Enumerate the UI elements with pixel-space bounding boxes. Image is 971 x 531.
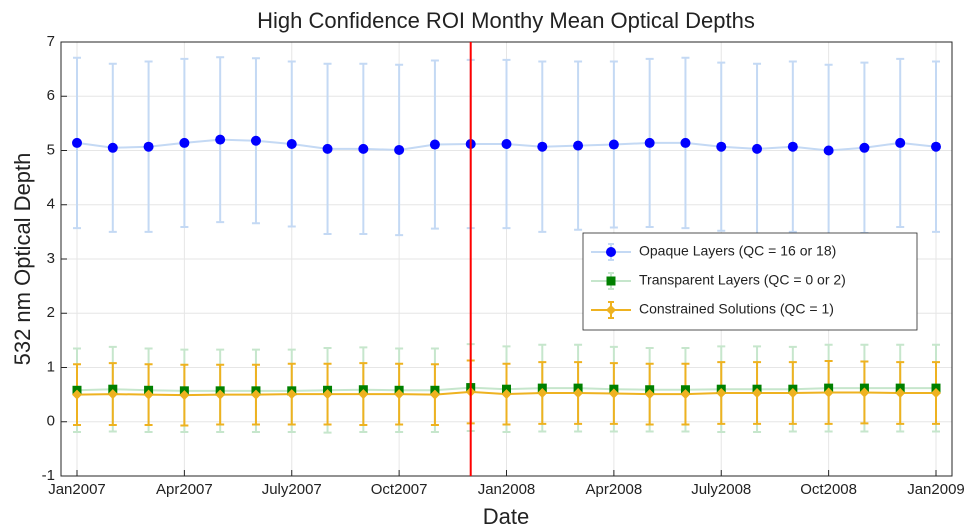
marker xyxy=(215,134,226,145)
marker xyxy=(537,141,548,152)
marker xyxy=(107,142,118,153)
marker xyxy=(429,389,440,400)
marker xyxy=(72,389,82,400)
marker xyxy=(680,137,691,148)
marker xyxy=(608,388,619,399)
x-tick-label: Apr2008 xyxy=(586,481,643,498)
marker xyxy=(286,138,297,149)
y-tick-label: 5 xyxy=(47,141,55,158)
marker xyxy=(179,390,190,401)
marker xyxy=(429,139,440,150)
marker xyxy=(286,389,297,400)
x-axis-label: Date xyxy=(483,504,529,529)
marker xyxy=(143,389,154,400)
plot-frame xyxy=(60,41,953,477)
legend-box xyxy=(582,232,918,331)
x-tick-label: Oct2007 xyxy=(371,481,428,498)
marker xyxy=(823,145,834,156)
marker xyxy=(716,387,727,398)
marker xyxy=(573,140,584,151)
y-tick-label: 2 xyxy=(47,304,55,321)
marker xyxy=(680,389,691,400)
x-tick-label: July2008 xyxy=(691,481,751,498)
y-tick-label: 7 xyxy=(47,33,55,50)
legend-marker xyxy=(606,247,616,257)
legend-marker xyxy=(606,276,616,286)
legend-label: Constrained Solutions (QC = 1) xyxy=(639,301,834,317)
marker xyxy=(644,137,655,148)
marker xyxy=(895,137,906,148)
y-tick-label: 1 xyxy=(47,358,55,375)
y-tick-label: 4 xyxy=(47,196,55,213)
legend-label: Opaque Layers (QC = 16 or 18) xyxy=(639,243,836,259)
x-tick-label: Jan2007 xyxy=(48,481,106,498)
marker xyxy=(895,387,906,398)
y-tick-label: -1 xyxy=(42,467,55,484)
marker xyxy=(859,387,870,398)
marker xyxy=(143,141,154,152)
marker xyxy=(859,142,870,153)
marker xyxy=(823,387,834,398)
x-tick-label: Apr2007 xyxy=(156,481,213,498)
marker xyxy=(787,141,798,152)
x-tick-label: Jan2008 xyxy=(478,481,536,498)
marker xyxy=(608,139,619,150)
x-tick-label: July2007 xyxy=(262,481,322,498)
marker xyxy=(501,389,512,400)
marker xyxy=(573,387,584,398)
marker xyxy=(752,387,763,398)
marker xyxy=(787,387,798,398)
marker xyxy=(72,137,82,148)
x-tick-label: Oct2008 xyxy=(800,481,857,498)
marker xyxy=(358,143,369,154)
x-tick-label: Jan2009 xyxy=(907,481,965,498)
y-tick-label: 6 xyxy=(47,87,55,104)
marker xyxy=(322,143,333,154)
chart-title: High Confidence ROI Monthy Mean Optical … xyxy=(257,8,755,33)
marker xyxy=(179,137,190,148)
legend-marker xyxy=(606,305,616,315)
marker xyxy=(752,143,763,154)
marker xyxy=(250,389,261,400)
marker xyxy=(931,387,941,398)
y-axis-label: 532 nm Optical Depth xyxy=(10,153,35,366)
y-tick-label: 0 xyxy=(47,413,55,430)
legend-label: Transparent Layers (QC = 0 or 2) xyxy=(639,272,846,288)
legend: Opaque Layers (QC = 16 or 18) Transparent… xyxy=(582,232,918,331)
marker xyxy=(215,389,226,400)
marker xyxy=(501,138,512,149)
marker xyxy=(394,144,405,155)
marker xyxy=(716,141,727,152)
y-tick-label: 3 xyxy=(47,250,55,267)
marker xyxy=(537,387,548,398)
marker xyxy=(358,389,369,400)
marker xyxy=(644,389,655,400)
marker xyxy=(250,135,261,146)
marker xyxy=(394,389,405,400)
marker xyxy=(322,389,333,400)
marker xyxy=(107,389,118,400)
marker xyxy=(931,141,941,152)
